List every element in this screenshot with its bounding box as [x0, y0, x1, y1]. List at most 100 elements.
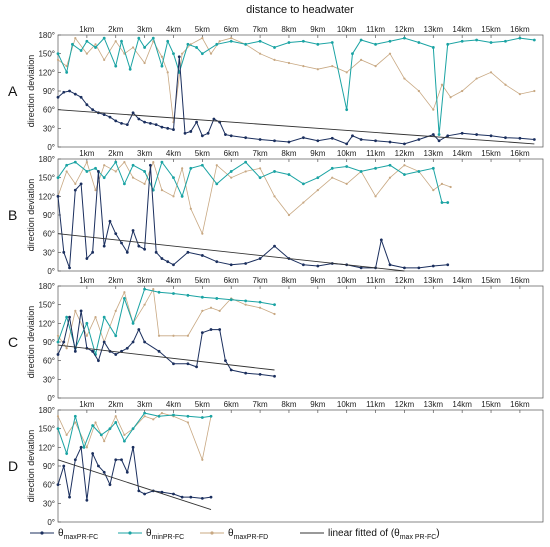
data-point-maxFC	[316, 264, 320, 268]
y-tick-label: 30°	[43, 248, 55, 257]
x-tick-label: 5km	[195, 400, 210, 409]
y-tick-label: 60°	[43, 106, 55, 115]
data-point-maxFD	[244, 303, 247, 306]
data-point-maxFC	[154, 250, 158, 254]
x-tick-label: 16km	[510, 276, 530, 285]
y-tick-label: 0°	[47, 394, 55, 403]
data-point-maxFC	[431, 133, 435, 136]
y-tick-label: 0°	[47, 143, 55, 152]
x-tick-label: 7km	[253, 149, 268, 158]
x-tick-label: 3km	[137, 276, 152, 285]
x-tick-label: 11km	[366, 149, 385, 158]
x-tick-label: 1km	[79, 400, 94, 409]
data-point-maxFC	[195, 365, 198, 369]
data-point-maxFC	[475, 133, 479, 136]
data-point-maxFC	[273, 244, 276, 248]
data-point-maxFC	[68, 266, 71, 270]
data-point-minFC	[56, 340, 60, 344]
data-point-maxFD	[388, 52, 392, 55]
panel-letter: A	[8, 83, 18, 99]
data-point-maxFC	[68, 315, 71, 319]
data-point-maxFD	[209, 306, 213, 309]
data-point-minFC	[374, 42, 377, 46]
data-point-maxFC	[172, 362, 175, 366]
x-tick-label: 12km	[395, 400, 415, 409]
data-point-maxFD	[230, 176, 233, 179]
data-point-maxFC	[137, 244, 141, 248]
data-point-maxFC	[85, 498, 89, 502]
data-point-minFC	[403, 173, 406, 176]
data-point-maxFD	[103, 440, 106, 443]
y-tick-label: 60°	[43, 481, 55, 490]
data-point-maxFD	[65, 65, 68, 68]
series-line-maxFC	[57, 165, 448, 269]
data-point-minFC	[431, 166, 435, 170]
data-point-minFC	[330, 41, 334, 44]
data-point-maxFD	[103, 164, 106, 167]
data-point-maxFD	[103, 58, 106, 61]
y-tick-label: 90°	[43, 462, 55, 471]
data-point-maxFD	[160, 412, 164, 415]
data-point-maxFD	[65, 433, 68, 436]
data-point-maxFC	[79, 95, 83, 99]
data-point-maxFC	[137, 328, 141, 331]
data-point-maxFC	[359, 266, 363, 270]
data-point-maxFD	[181, 52, 184, 55]
data-point-maxFC	[166, 260, 170, 264]
linear-fit-line	[57, 109, 535, 145]
data-point-minFC	[73, 160, 77, 164]
x-tick-label: 11km	[366, 25, 385, 34]
data-point-maxFD	[123, 433, 126, 436]
data-point-minFC	[102, 36, 106, 40]
legend-label: θminPR-FC	[146, 528, 184, 541]
x-tick-label: 1km	[79, 276, 94, 285]
x-tick-label: 13km	[424, 25, 444, 34]
data-point-maxFC	[301, 263, 305, 267]
data-point-minFC	[172, 292, 175, 295]
data-point-minFC	[160, 160, 164, 164]
panel-frame	[57, 285, 544, 399]
data-point-maxFC	[388, 140, 392, 144]
data-point-maxFC	[108, 483, 112, 487]
y-tick-label: 60°	[43, 230, 55, 239]
series-line-minFC	[57, 161, 448, 204]
x-tick-label: 11km	[366, 400, 385, 409]
legend-item-fit: linear fitted of (θmax PR-FC)	[300, 528, 440, 541]
panel-frame	[57, 34, 544, 148]
x-tick-label: 13km	[424, 400, 444, 409]
data-point-maxFC	[224, 133, 227, 136]
x-tick-label: 8km	[281, 276, 296, 285]
data-point-maxFD	[475, 77, 478, 80]
data-point-maxFC	[56, 483, 60, 487]
data-point-maxFC	[504, 136, 507, 140]
data-point-maxFC	[200, 331, 204, 335]
data-point-maxFC	[532, 138, 536, 141]
data-point-minFC	[65, 452, 69, 455]
data-point-maxFC	[301, 136, 305, 140]
data-point-minFC	[345, 165, 349, 168]
x-tick-label: 1km	[79, 149, 94, 158]
y-tick-label: 0°	[47, 267, 55, 276]
data-point-minFC	[102, 176, 106, 180]
data-point-minFC	[172, 413, 175, 417]
y-tick-label: 120°	[38, 192, 55, 201]
data-point-maxFD	[331, 65, 334, 68]
data-point-maxFD	[201, 37, 204, 40]
data-point-minFC	[200, 52, 204, 56]
data-point-minFC	[316, 176, 320, 180]
y-axis-label: direction deviation	[26, 430, 36, 503]
panel-letter: C	[8, 334, 18, 350]
data-point-minFC	[122, 182, 126, 186]
data-point-maxFD	[74, 37, 77, 40]
data-point-maxFC	[206, 131, 210, 135]
data-point-maxFD	[74, 421, 77, 424]
data-point-maxFC	[437, 139, 441, 143]
data-point-maxFC	[79, 445, 83, 449]
data-point-maxFC	[125, 470, 129, 474]
legend-item-maxFC: θmaxPR-FC	[30, 528, 98, 541]
data-point-maxFC	[186, 362, 190, 366]
x-tick-label: 9km	[310, 25, 325, 34]
data-point-minFC	[143, 287, 147, 291]
data-point-minFC	[99, 433, 103, 437]
x-tick-label: 8km	[281, 149, 296, 158]
